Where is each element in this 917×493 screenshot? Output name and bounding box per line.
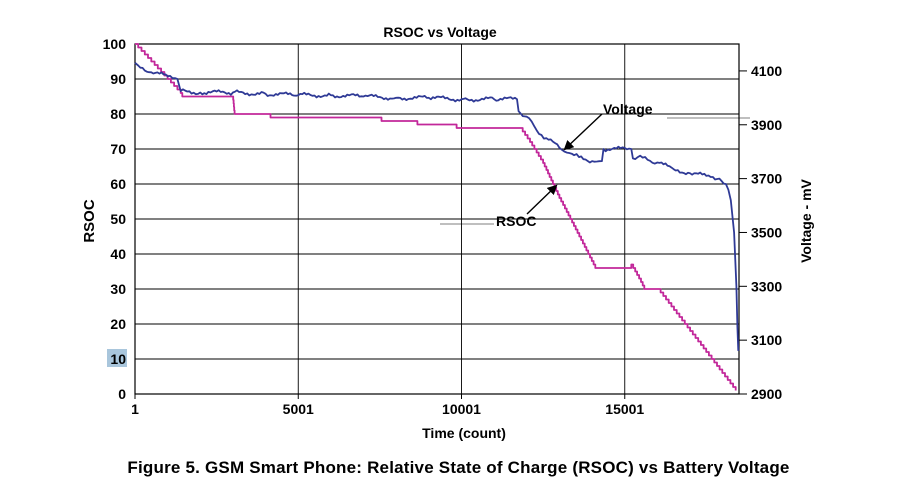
rsoc-annotation-arrow	[526, 184, 558, 215]
plot-frame	[134, 43, 740, 395]
y-tick-label: 30	[110, 281, 126, 297]
y2-tick-label: 3300	[751, 278, 782, 294]
y-axis-right: 2900 3100 3300 3500 3700 3900 4100	[739, 63, 782, 402]
y-tick-label: 100	[103, 36, 127, 52]
voltage-annotation-label: Voltage	[603, 101, 653, 117]
y-tick-label: 90	[110, 71, 126, 87]
y-tick-label: 40	[110, 246, 126, 262]
y2-tick-label: 3500	[751, 224, 782, 240]
y-tick-label: 80	[110, 106, 126, 122]
chart-title: RSOC vs Voltage	[383, 24, 497, 40]
x-tick-label: 1	[131, 401, 139, 417]
y2-tick-label: 3100	[751, 332, 782, 348]
y-tick-highlight	[107, 349, 127, 367]
x-tick-label: 15001	[605, 401, 644, 417]
x-axis: 1 5001 10001 15001	[131, 394, 644, 417]
y-axis-left: 0 10 20 30 40 50 60 70 80 90 100	[103, 36, 127, 402]
annotations-layer: Voltage RSOC	[440, 101, 750, 229]
figure-caption: Figure 5. GSM Smart Phone: Relative Stat…	[127, 458, 790, 477]
y-tick-label: 70	[110, 141, 126, 157]
y2-tick-label: 4100	[751, 63, 782, 79]
rsoc-annotation-label: RSOC	[496, 213, 536, 229]
rsoc-series-line	[135, 43, 737, 391]
y-tick-label: 60	[110, 176, 126, 192]
voltage-annotation-arrow	[563, 113, 603, 151]
y2-tick-label: 3900	[751, 117, 782, 133]
x-tick-label: 5001	[283, 401, 314, 417]
y-tick-label: 0	[118, 386, 126, 402]
y-axis-title: RSOC	[81, 199, 98, 243]
y2-tick-label: 3700	[751, 171, 782, 187]
x-tick-label: 10001	[442, 401, 481, 417]
y-tick-label: 20	[110, 316, 126, 332]
x-axis-title: Time (count)	[422, 425, 506, 441]
voltage-series-line	[134, 62, 740, 351]
y-tick-label: 50	[110, 211, 126, 227]
series-layer	[134, 43, 740, 391]
y2-axis-title: Voltage - mV	[798, 178, 814, 262]
y-tick-label: 10	[110, 351, 126, 367]
y2-tick-label: 2900	[751, 386, 782, 402]
